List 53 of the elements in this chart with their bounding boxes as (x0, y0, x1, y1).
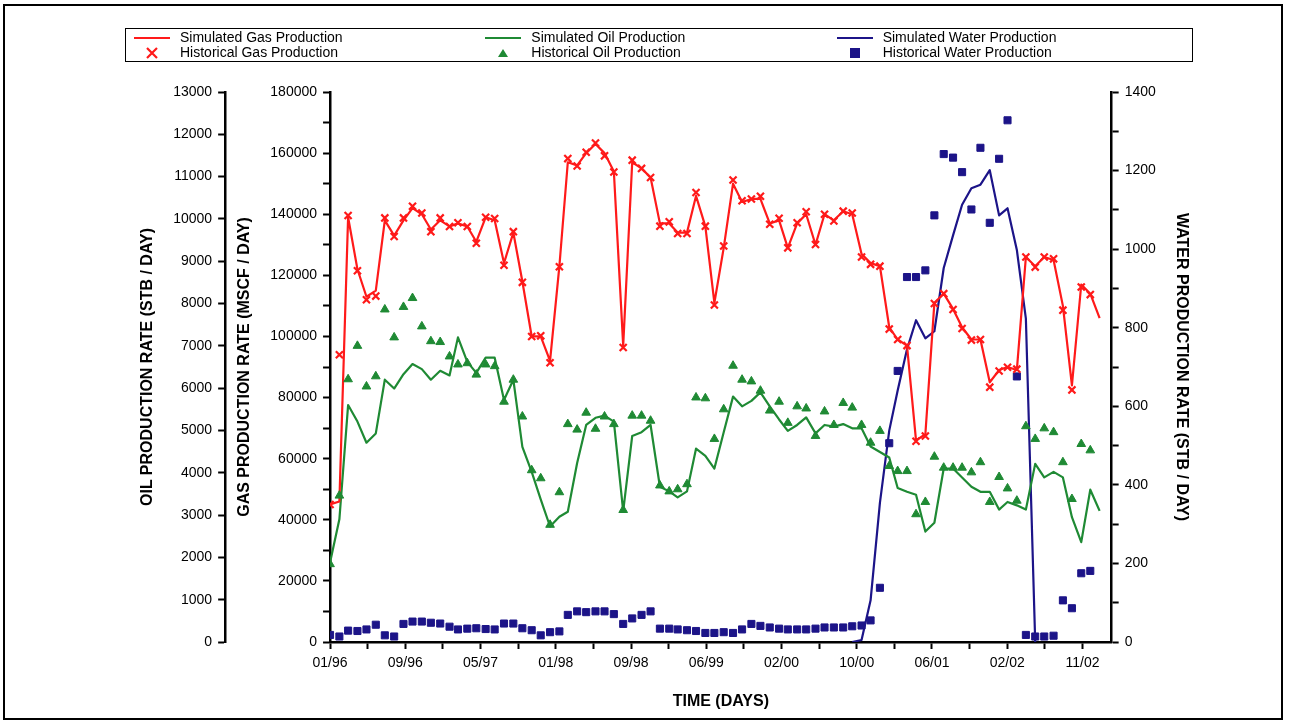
y3-tick-label: 0 (204, 632, 213, 649)
y3-tick-label: 8000 (180, 294, 213, 311)
x-tick-label: 01/98 (538, 654, 574, 671)
x-tick-label: 02/00 (763, 654, 800, 671)
legend-label: Simulated Oil Production (531, 29, 686, 45)
y-axis-title: GAS PRODUCTION RATE (MSCF / DAY) (235, 217, 253, 517)
y3-axis-title: OIL PRODUCTION RATE (STB / DAY) (138, 228, 156, 506)
x-tick-label: 06/01 (914, 654, 950, 671)
legend-label: Historical Water Production (882, 44, 1052, 60)
y3-tick-label: 5000 (180, 421, 213, 438)
y-tick-label: 120000 (270, 266, 318, 283)
y3-tick-label: 6000 (180, 379, 213, 396)
y3-tick-label: 2000 (180, 548, 213, 565)
y-tick-label: 0 (309, 632, 318, 649)
x-tick-label: 06/99 (688, 654, 724, 671)
y-tick-label: 140000 (270, 205, 318, 222)
x-tick-label: 10/00 (839, 654, 875, 671)
y3-tick-label: 13000 (173, 82, 213, 99)
y3-tick-label: 9000 (180, 252, 213, 269)
y3-tick-label: 11000 (174, 167, 213, 184)
y3-tick-label: 1000 (180, 590, 213, 607)
legend-label: Historical Gas Production (180, 44, 338, 60)
y-tick-label: 80000 (278, 388, 318, 405)
y3-tick-label: 12000 (173, 125, 213, 142)
legend-label: Historical Oil Production (531, 44, 681, 60)
y2-tick-label: 1200 (1124, 161, 1157, 178)
y3-tick-label: 7000 (180, 336, 213, 353)
y3-tick-label: 10000 (173, 209, 213, 226)
x-axis-title: TIME (DAYS) (672, 691, 770, 709)
legend-label: Simulated Gas Production (180, 29, 343, 45)
y-tick-label: 100000 (270, 327, 318, 344)
x-tick-label: 11/02 (1065, 654, 1100, 671)
y2-tick-label: 400 (1124, 475, 1149, 492)
y-tick-label: 20000 (278, 571, 318, 588)
legend-label: Simulated Water Production (882, 29, 1057, 45)
y2-tick-label: 1000 (1124, 240, 1157, 256)
y3-tick-label: 3000 (180, 505, 213, 522)
y-tick-label: 60000 (278, 449, 318, 466)
x-tick-label: 02/02 (989, 654, 1025, 671)
x-tick-label: 09/96 (387, 654, 424, 671)
x-tick-label: 09/98 (613, 654, 649, 671)
y2-axis-title: WATER PRODUCTION RATE (STB / DAY) (1173, 212, 1191, 522)
x-tick-label: 01/96 (312, 654, 348, 671)
y3-tick-label: 4000 (180, 463, 213, 480)
y2-tick-label: 800 (1124, 318, 1149, 335)
y2-tick-label: 600 (1124, 397, 1149, 414)
y-tick-label: 40000 (278, 510, 318, 527)
y2-tick-label: 1400 (1124, 82, 1157, 99)
y2-tick-label: 200 (1124, 554, 1149, 571)
y2-tick-label: 0 (1124, 632, 1133, 649)
y-tick-label: 160000 (270, 143, 318, 160)
x-tick-label: 05/97 (463, 654, 499, 671)
y-tick-label: 180000 (270, 82, 318, 99)
